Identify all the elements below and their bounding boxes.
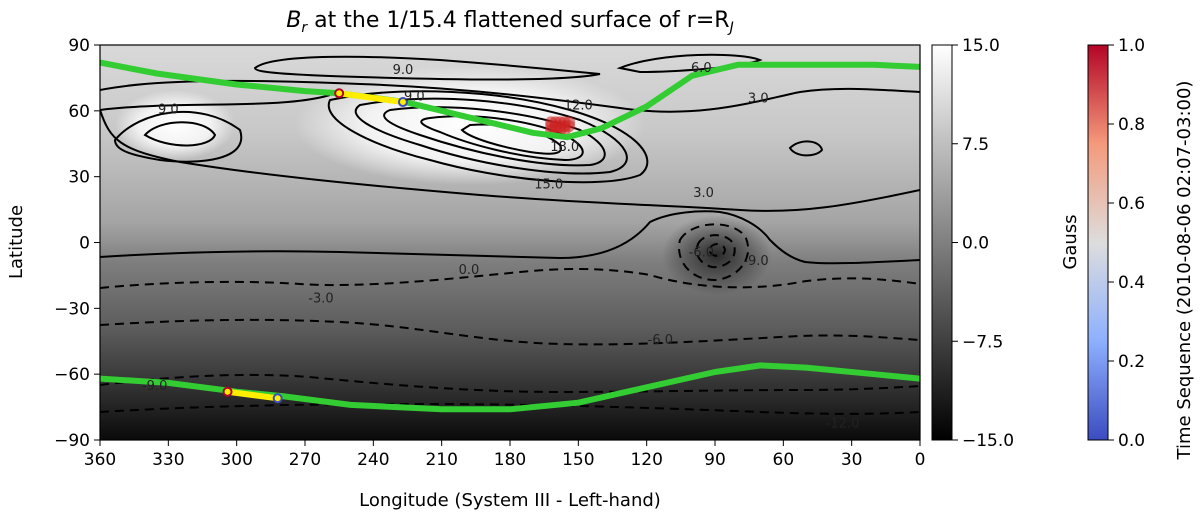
y-tick-label: −90	[54, 431, 90, 451]
positive-contours	[100, 53, 920, 212]
x-tick-label: 30	[841, 450, 863, 470]
contour-line	[100, 268, 920, 289]
y-tick-label: 30	[68, 168, 90, 188]
x-tick-label: 150	[562, 450, 594, 470]
contour-label: -12.0	[826, 416, 860, 431]
gauss-colorbar: 15.0 7.5 0.0 −7.5 −15.0 Gauss	[931, 36, 1081, 451]
gauss-tick-label: −15.0	[962, 431, 1014, 451]
x-tick-label: 90	[704, 450, 726, 470]
contour-line	[616, 53, 763, 74]
track-endpoint-marker	[334, 88, 345, 99]
track-endpoint-marker	[397, 97, 408, 108]
negative-anomaly	[662, 215, 772, 295]
contour-label: 12.0	[564, 98, 593, 113]
contour-label: 9.0	[404, 89, 425, 104]
time-tick-label: 0.0	[1118, 431, 1145, 451]
gauss-tick-label: 15.0	[962, 36, 1000, 56]
gauss-tick-label: 7.5	[962, 135, 989, 155]
y-axis: 90 60 30 0 −30 −60 −90	[54, 36, 100, 451]
x-axis-label: Longitude (System III - Left-hand)	[359, 490, 661, 511]
gauss-tick-label: −7.5	[962, 332, 1003, 352]
time-tick-label: 0.8	[1118, 115, 1145, 135]
contour-label: 3.0	[693, 186, 714, 201]
contour-line	[253, 55, 601, 81]
contour-line	[100, 94, 920, 212]
y-tick-label: 90	[68, 36, 90, 56]
x-tick-label: 60	[773, 450, 795, 470]
contour-label: -9.0	[142, 379, 167, 394]
gauss-colorbar-ticks: 15.0 7.5 0.0 −7.5 −15.0	[952, 36, 1014, 451]
zero-contour	[100, 210, 920, 265]
gauss-colorbar-label: Gauss	[1060, 214, 1081, 269]
contour-line	[420, 115, 584, 162]
contour-label: -6.0	[648, 333, 673, 348]
contour-labels: 9.0 9.0 6.0 3.0 9.0 12.0 18.0 15.0 3.0 0.0 -6.0 -9.…	[142, 61, 860, 432]
time-colorbar-ticks: 1.0 0.8 0.6 0.4 0.2 0.0	[1108, 36, 1145, 451]
x-tick-label: 0	[915, 450, 926, 470]
contour-line	[100, 79, 920, 113]
contour-line	[695, 234, 736, 269]
chart-title: Br at the 1/15.4 flattened surface of r=…	[286, 8, 733, 36]
contour-label: -6.0	[689, 245, 714, 260]
contour-label: 3.0	[748, 92, 769, 107]
x-tick-label: 360	[84, 450, 116, 470]
contour-line	[327, 90, 649, 184]
contour-label: -9.0	[743, 254, 768, 269]
time-tick-label: 0.2	[1118, 352, 1145, 372]
overlay	[100, 59, 920, 413]
time-tick-label: 0.6	[1118, 194, 1145, 214]
time-tick-label: 1.0	[1118, 36, 1145, 56]
footprint-line-north	[100, 59, 920, 141]
x-tick-label: 240	[357, 450, 389, 470]
contour-label: 15.0	[534, 177, 563, 192]
contour-label: 9.0	[393, 63, 414, 78]
contour-line	[788, 140, 824, 157]
contour-label: 18.0	[550, 140, 579, 155]
track-endpoint-marker	[272, 393, 283, 404]
track-endpoint-marker	[222, 386, 233, 397]
x-tick-label: 180	[494, 450, 526, 470]
north-track	[338, 90, 404, 106]
time-tick-label: 0.4	[1118, 273, 1145, 293]
south-track	[227, 388, 279, 402]
y-tick-label: −60	[54, 365, 90, 385]
time-marker-dot	[558, 124, 571, 137]
x-axis: 360 330 300 270 240 210 180 150 120 90 60 30 0	[84, 440, 926, 470]
contour-line	[143, 121, 217, 147]
x-tick-label: 210	[425, 450, 457, 470]
y-tick-label: −30	[54, 299, 90, 319]
contour-line	[100, 318, 920, 346]
contour-line	[383, 106, 606, 167]
contour-line	[100, 373, 920, 394]
time-colorbar-gradient	[1087, 44, 1109, 441]
y-tick-label: 60	[68, 102, 90, 122]
contour-line	[709, 243, 727, 257]
map-plot: 9.0 9.0 6.0 3.0 9.0 12.0 18.0 15.0 3.0 0.0 -6.0 -9.…	[100, 45, 920, 440]
contour-label: 9.0	[158, 103, 179, 118]
time-colorbar: 1.0 0.8 0.6 0.4 0.2 0.0 Time Sequence (2010-0…	[1087, 36, 1195, 461]
x-tick-label: 270	[289, 450, 321, 470]
x-tick-label: 300	[220, 450, 252, 470]
gauss-tick-label: 0.0	[962, 234, 989, 254]
gauss-colorbar-gradient	[931, 44, 953, 441]
time-colorbar-label: Time Sequence (2010-08-06 02:07-03:00)	[1174, 81, 1195, 461]
contour-line	[354, 97, 628, 175]
x-tick-label: 120	[630, 450, 662, 470]
contour-label: 0.0	[459, 263, 480, 278]
contour-line	[678, 223, 750, 282]
x-tick-label: 330	[152, 450, 184, 470]
contour-label: 6.0	[691, 61, 712, 76]
contour-label: -3.0	[308, 291, 333, 306]
contour-line	[113, 110, 243, 163]
y-tick-label: 0	[79, 234, 90, 254]
y-axis-label: Latitude	[6, 205, 27, 279]
